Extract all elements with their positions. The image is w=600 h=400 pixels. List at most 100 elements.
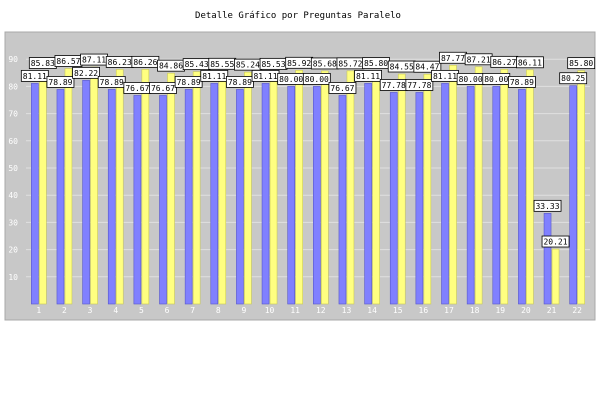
bar-series-1: [415, 92, 424, 305]
bar-series-2: [39, 70, 47, 305]
data-label: 86.11: [518, 58, 542, 67]
x-tick-label: 14: [367, 306, 377, 315]
data-label-box: [20, 69, 49, 82]
data-label: 76.67: [125, 84, 149, 93]
data-label: 76.67: [330, 84, 354, 93]
y-tick-label: 30: [8, 218, 18, 227]
data-label-box: [149, 82, 177, 94]
data-label: 76.67: [151, 84, 175, 93]
bar-series-2: [526, 69, 534, 305]
data-label: 78.89: [510, 78, 534, 87]
data-label: 80.00: [459, 75, 483, 84]
x-tick-label: 1: [36, 306, 41, 315]
data-label: 85.68: [313, 59, 337, 68]
y-tick-label: 70: [8, 110, 18, 119]
bar-series-2: [346, 70, 355, 305]
x-tick-label: 18: [470, 306, 480, 315]
data-label: 86.57: [56, 57, 80, 66]
bar-series-1: [364, 83, 372, 305]
x-tick-label: 10: [265, 306, 275, 315]
y-tick-label: 90: [8, 55, 18, 64]
bar-series-1: [236, 89, 244, 305]
bar-series-1: [569, 85, 577, 305]
data-label-box: [508, 76, 536, 88]
data-label: 81.11: [23, 72, 47, 81]
x-tick-label: 12: [316, 306, 326, 315]
data-label: 77.78: [407, 81, 431, 90]
x-tick-label: 20: [521, 306, 531, 315]
data-label: 87.77: [441, 54, 465, 63]
data-label: 80.00: [279, 75, 303, 84]
bar-series-2: [115, 69, 124, 305]
data-label: 80.25: [561, 74, 585, 83]
bar-series-1: [133, 95, 142, 305]
bar-series-1: [492, 86, 501, 305]
bar-series-2: [551, 248, 560, 305]
bar-series-1: [82, 80, 90, 305]
y-tick-label: 60: [8, 137, 18, 146]
bar-series-2: [90, 66, 98, 305]
bar-series-2: [167, 72, 175, 305]
x-tick-label: 9: [241, 306, 246, 315]
data-label: 81.11: [433, 72, 457, 81]
bar-series-2: [141, 69, 150, 305]
data-label-box: [72, 66, 100, 79]
data-label-box: [559, 72, 588, 85]
data-label-box: [226, 76, 254, 88]
data-label: 85.24: [236, 61, 260, 70]
y-tick-label: 20: [8, 246, 18, 255]
data-label-box: [97, 76, 126, 88]
bars: [31, 64, 585, 305]
data-label: 85.55: [210, 60, 234, 69]
bar-series-2: [244, 71, 252, 305]
x-tick-label: 19: [495, 306, 505, 315]
bar-series-2: [474, 66, 483, 305]
data-label: 80.00: [305, 75, 329, 84]
x-tick-label: 17: [444, 306, 454, 315]
bar-series-2: [500, 69, 509, 305]
bar-series-1: [313, 86, 321, 305]
bar-series-2: [64, 68, 73, 305]
data-label: 85.80: [569, 59, 593, 68]
bar-series-1: [107, 89, 116, 305]
y-tick-label: 40: [8, 191, 18, 200]
data-label: 85.43: [185, 60, 209, 69]
bar-series-2: [295, 69, 303, 305]
data-label: 85.92: [287, 59, 311, 68]
bar-series-2: [218, 71, 227, 305]
data-label-box: [174, 76, 203, 88]
bar-series-2: [269, 71, 278, 305]
data-label: 78.89: [48, 78, 72, 87]
chart-title: Detalle Gráfico por Preguntas Paralelo: [195, 11, 401, 21]
bar-series-2: [577, 70, 585, 305]
bar-series-1: [31, 83, 39, 305]
data-label-box: [405, 79, 434, 91]
data-label-box: [302, 73, 331, 85]
x-tick-label: 2: [62, 306, 67, 315]
data-label: 85.83: [31, 59, 55, 68]
data-label: 81.11: [356, 72, 380, 81]
x-tick-label: 5: [139, 306, 144, 315]
bar-series-1: [56, 89, 65, 305]
bar-series-2: [372, 70, 380, 305]
bar-series-1: [261, 83, 270, 305]
data-label: 80.00: [484, 75, 508, 84]
x-tick-label: 21: [547, 306, 557, 315]
bar-series-1: [159, 95, 167, 305]
bar-series-1: [441, 83, 449, 305]
data-label: 78.89: [177, 78, 201, 87]
data-label: 86.23: [108, 58, 132, 67]
data-label-box: [541, 235, 570, 248]
data-label-box: [328, 82, 357, 94]
data-label: 86.27: [492, 58, 516, 67]
x-tick-labels: 1 2 3 4 5 6 7 8 9 10 11 12 13 14 15 16 17 18 19 20 21 22: [36, 306, 582, 315]
data-label: 81.11: [253, 72, 277, 81]
bar-series-2: [321, 70, 329, 305]
data-label: 78.89: [100, 78, 124, 87]
data-label: 87.11: [82, 56, 106, 65]
data-label: 86.26: [133, 58, 157, 67]
x-tick-label: 6: [165, 306, 170, 315]
x-tick-label: 3: [88, 306, 93, 315]
bar-series-1: [389, 92, 398, 305]
